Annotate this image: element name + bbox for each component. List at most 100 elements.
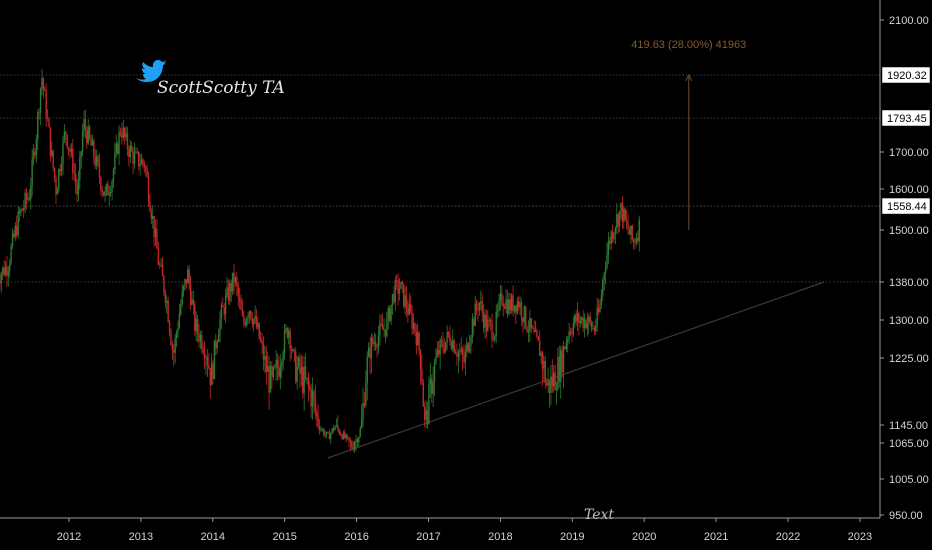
candle-body bbox=[84, 119, 87, 131]
candles bbox=[0, 68, 640, 453]
candle bbox=[202, 343, 204, 356]
candle-body bbox=[345, 435, 347, 439]
candle-body bbox=[314, 398, 317, 412]
candle-body bbox=[360, 420, 363, 429]
candle-body bbox=[428, 384, 430, 425]
candle bbox=[55, 175, 57, 204]
candle bbox=[251, 312, 253, 329]
candle bbox=[272, 365, 275, 381]
candle bbox=[191, 290, 193, 306]
candle bbox=[38, 108, 40, 120]
candle bbox=[7, 266, 10, 287]
candle-body bbox=[157, 248, 160, 265]
candle-body bbox=[332, 428, 335, 431]
candle bbox=[453, 338, 455, 354]
candle-body bbox=[95, 156, 98, 166]
candle bbox=[28, 188, 31, 201]
candle-body bbox=[247, 315, 249, 319]
candle-body bbox=[170, 332, 172, 345]
candle-body bbox=[102, 191, 105, 196]
candle-body bbox=[180, 304, 182, 314]
candle-body bbox=[407, 308, 409, 315]
candle-body bbox=[135, 151, 137, 153]
candle-body bbox=[515, 305, 517, 313]
candle-body bbox=[631, 225, 633, 240]
candle-body bbox=[414, 323, 416, 332]
candle-body bbox=[523, 306, 525, 323]
candle bbox=[119, 127, 122, 137]
candle-body bbox=[44, 89, 46, 92]
candle-body bbox=[216, 342, 218, 349]
time-tick-label: 2023 bbox=[848, 531, 872, 543]
candle bbox=[410, 295, 412, 314]
candle-body bbox=[63, 131, 66, 140]
candle-body bbox=[311, 391, 314, 407]
candle bbox=[150, 207, 153, 224]
price-label-box bbox=[881, 66, 931, 84]
candle bbox=[161, 257, 164, 277]
candle-body bbox=[258, 322, 260, 339]
candle-body bbox=[212, 363, 214, 379]
candle-body bbox=[138, 151, 140, 167]
candle-body bbox=[402, 283, 405, 307]
candle-body bbox=[533, 327, 535, 332]
candle-body bbox=[11, 233, 14, 247]
candle bbox=[104, 186, 106, 203]
candle-body bbox=[45, 91, 47, 119]
candle-body bbox=[565, 342, 568, 350]
candle-body bbox=[358, 436, 360, 443]
price-label-box bbox=[881, 109, 931, 127]
candle-body bbox=[79, 157, 81, 181]
candle-body bbox=[519, 302, 521, 308]
candle bbox=[173, 343, 175, 367]
candle-body bbox=[509, 299, 511, 311]
candle-body bbox=[540, 352, 542, 356]
candle-body bbox=[578, 313, 580, 324]
candle bbox=[178, 304, 181, 330]
candle-body bbox=[145, 167, 147, 170]
candle-body bbox=[16, 225, 18, 236]
time-axis[interactable]: 2012 2013 2014 2015 2016 2017 2018 2019 2020 2021… bbox=[0, 517, 880, 543]
candle bbox=[32, 144, 35, 166]
candle-body bbox=[191, 299, 193, 305]
candle bbox=[606, 242, 608, 270]
candle-body bbox=[596, 307, 598, 326]
candle-body bbox=[167, 300, 169, 322]
time-tick-label: 2020 bbox=[632, 531, 656, 543]
candle bbox=[543, 354, 545, 382]
price-axis[interactable]: 950.00 1005.00 1065.00 1145.00 1225.00 1300.0… bbox=[879, 0, 931, 522]
candle-body bbox=[201, 335, 203, 350]
candle-body bbox=[227, 286, 230, 301]
candle bbox=[484, 308, 486, 339]
candle bbox=[411, 304, 413, 335]
candle-body bbox=[489, 320, 492, 323]
candle bbox=[381, 313, 384, 330]
candle-body bbox=[348, 437, 350, 441]
candle-body bbox=[142, 159, 144, 164]
candle-body bbox=[118, 131, 120, 154]
candle-body bbox=[276, 359, 279, 369]
candle-body bbox=[526, 327, 528, 332]
candle-body bbox=[219, 318, 221, 335]
candle bbox=[600, 289, 603, 310]
candle bbox=[415, 324, 418, 355]
candle-body bbox=[236, 277, 238, 287]
candle bbox=[108, 185, 110, 206]
candle bbox=[398, 277, 401, 301]
candle bbox=[459, 343, 461, 362]
candle bbox=[353, 440, 356, 453]
candle-body bbox=[302, 367, 304, 394]
candle-body bbox=[271, 365, 273, 377]
candle bbox=[508, 292, 510, 316]
candle bbox=[380, 314, 382, 328]
candle-body bbox=[383, 329, 385, 330]
candle-body bbox=[194, 304, 196, 331]
candle-body bbox=[380, 323, 382, 325]
candle bbox=[414, 322, 416, 337]
price-tick-label: 1500.00 bbox=[889, 225, 929, 237]
candle bbox=[76, 178, 78, 203]
candle-body bbox=[160, 264, 162, 266]
candle-body bbox=[475, 303, 478, 309]
candle bbox=[318, 419, 321, 435]
